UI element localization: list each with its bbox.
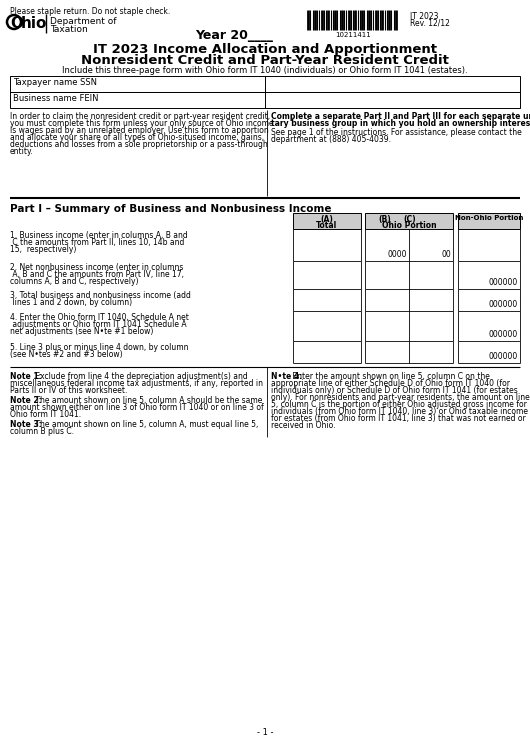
Text: amount shown either on line 3 of Ohio form IT 1040 or on line 3 of: amount shown either on line 3 of Ohio fo… <box>10 403 264 412</box>
Text: 10211411: 10211411 <box>335 32 371 38</box>
Text: 5, column C is the portion of either Ohio adjusted gross income for: 5, column C is the portion of either Ohi… <box>271 400 527 409</box>
Text: 000000: 000000 <box>489 330 518 339</box>
Text: Year 20____: Year 20____ <box>195 29 273 42</box>
Text: individuals only) or Schedule D of Ohio form IT 1041 (for estates: individuals only) or Schedule D of Ohio … <box>271 386 518 395</box>
Text: IT 2023: IT 2023 <box>410 12 438 21</box>
Text: Parts II or IV of this worksheet.: Parts II or IV of this worksheet. <box>10 386 127 395</box>
Text: Ohio Portion: Ohio Portion <box>382 221 436 230</box>
Text: (see N•tes #2 and #3 below): (see N•tes #2 and #3 below) <box>10 350 122 359</box>
Text: The amount shown on line 5, column A should be the same: The amount shown on line 5, column A sho… <box>33 396 262 405</box>
Text: Non-Ohio Portion: Non-Ohio Portion <box>455 215 523 221</box>
Text: and allocate your share of all types of Ohio-sitused income, gains,: and allocate your share of all types of … <box>10 133 264 142</box>
Text: O: O <box>10 16 23 31</box>
Text: 5. Line 3 plus or minus line 4 down, by column: 5. Line 3 plus or minus line 4 down, by … <box>10 343 189 352</box>
Text: Rev. 12/12: Rev. 12/12 <box>410 19 450 28</box>
Text: Department of: Department of <box>50 17 117 26</box>
Text: Note 2:: Note 2: <box>10 396 42 405</box>
Text: Please staple return. Do not staple check.: Please staple return. Do not staple chec… <box>10 7 170 16</box>
Text: net adjustments (see N•te #1 below): net adjustments (see N•te #1 below) <box>10 327 153 336</box>
Text: adjustments or Ohio form IT 1041 Schedule A: adjustments or Ohio form IT 1041 Schedul… <box>10 320 187 329</box>
Text: 4. Enter the Ohio form IT 1040, Schedule A net: 4. Enter the Ohio form IT 1040, Schedule… <box>10 313 189 322</box>
Text: miscellaneous federal income tax adjustments, if any, reported in: miscellaneous federal income tax adjustm… <box>10 379 263 388</box>
Text: deductions and losses from a sole proprietorship or a pass-through: deductions and losses from a sole propri… <box>10 140 268 149</box>
Text: 000000: 000000 <box>489 278 518 287</box>
Text: entity.: entity. <box>10 147 34 156</box>
Text: Part I – Summary of Business and Nonbusiness Income: Part I – Summary of Business and Nonbusi… <box>10 204 331 214</box>
Text: Complete a separate Part II and Part III for each separate uni-: Complete a separate Part II and Part III… <box>271 112 530 121</box>
Text: 3. Total business and nonbusiness income (add: 3. Total business and nonbusiness income… <box>10 291 191 300</box>
Bar <box>458 213 520 229</box>
Text: Nonresident Credit and Part-Year Resident Credit: Nonresident Credit and Part-Year Residen… <box>81 54 449 67</box>
Text: 0000: 0000 <box>387 250 407 259</box>
Text: Taxation: Taxation <box>50 25 88 34</box>
Text: hio: hio <box>21 16 47 31</box>
Text: received in Ohio.: received in Ohio. <box>271 421 335 430</box>
Text: Taxpayer name SSN: Taxpayer name SSN <box>13 78 97 87</box>
Text: department at (888) 405-4039.: department at (888) 405-4039. <box>271 135 391 144</box>
Text: 00: 00 <box>441 250 451 259</box>
Text: Note 3:: Note 3: <box>10 420 42 429</box>
Text: columns A, B and C, respectively): columns A, B and C, respectively) <box>10 277 138 286</box>
Text: IT 2023 Income Allocation and Apportionment: IT 2023 Income Allocation and Apportionm… <box>93 43 437 56</box>
Bar <box>10 92 520 108</box>
Text: - 1 -: - 1 - <box>257 728 273 737</box>
Text: (B): (B) <box>378 215 391 224</box>
Text: (A): (A) <box>321 215 333 224</box>
Text: individuals (from Ohio form IT 1040, line 3) or Ohio taxable income: individuals (from Ohio form IT 1040, lin… <box>271 407 528 416</box>
Text: 000000: 000000 <box>489 352 518 361</box>
Text: 15,  respectively): 15, respectively) <box>10 245 76 254</box>
Text: The amount shown on line 5, column A, must equal line 5,: The amount shown on line 5, column A, mu… <box>33 420 259 429</box>
Text: Exclude from line 4 the depreciation adjustment(s) and: Exclude from line 4 the depreciation adj… <box>33 372 248 381</box>
Text: lines 1 and 2 down, by column): lines 1 and 2 down, by column) <box>10 298 132 307</box>
Text: 2. Net nonbusiness income (enter in columns: 2. Net nonbusiness income (enter in colu… <box>10 263 183 272</box>
Text: Enter the amount shown on line 5, column C on the: Enter the amount shown on line 5, column… <box>290 372 490 381</box>
Text: In order to claim the nonresident credit or part-year resident credit,: In order to claim the nonresident credit… <box>10 112 270 121</box>
Text: tary business group in which you hold an ownership interest.: tary business group in which you hold an… <box>271 119 530 128</box>
Text: (C): (C) <box>404 215 416 224</box>
Text: N•te 4:: N•te 4: <box>271 372 302 381</box>
Text: Note 1:: Note 1: <box>10 372 42 381</box>
Bar <box>10 76 520 92</box>
Text: 000000: 000000 <box>489 300 518 309</box>
Text: A, B and C the amounts from Part IV, line 17,: A, B and C the amounts from Part IV, lin… <box>10 270 184 279</box>
Text: column B plus C.: column B plus C. <box>10 427 74 436</box>
Text: Ohio form IT 1041.: Ohio form IT 1041. <box>10 410 81 419</box>
Text: appropriate line of either Schedule D of Ohio form IT 1040 (for: appropriate line of either Schedule D of… <box>271 379 510 388</box>
Bar <box>293 213 361 229</box>
Text: is wages paid by an unrelated employer. Use this form to apportion: is wages paid by an unrelated employer. … <box>10 126 269 135</box>
Text: Include this three-page form with Ohio form IT 1040 (individuals) or Ohio form I: Include this three-page form with Ohio f… <box>62 66 468 75</box>
Text: 1. Business income (enter in columns A, B and: 1. Business income (enter in columns A, … <box>10 231 188 240</box>
Text: Total: Total <box>316 221 338 230</box>
Text: only). For nonresidents and part-year residents, the amount on line: only). For nonresidents and part-year re… <box>271 393 530 402</box>
Text: for estates (from Ohio form IT 1041, line 3) that was not earned or: for estates (from Ohio form IT 1041, lin… <box>271 414 526 423</box>
Text: See page 1 of the instructions. For assistance, please contact the: See page 1 of the instructions. For assi… <box>271 128 522 137</box>
Text: you must complete this form unless your only source of Ohio income: you must complete this form unless your … <box>10 119 273 128</box>
Text: C the amounts from Part II, lines 10, 14b and: C the amounts from Part II, lines 10, 14… <box>10 238 184 247</box>
Bar <box>365 213 453 229</box>
Text: Business name FEIN: Business name FEIN <box>13 94 99 103</box>
